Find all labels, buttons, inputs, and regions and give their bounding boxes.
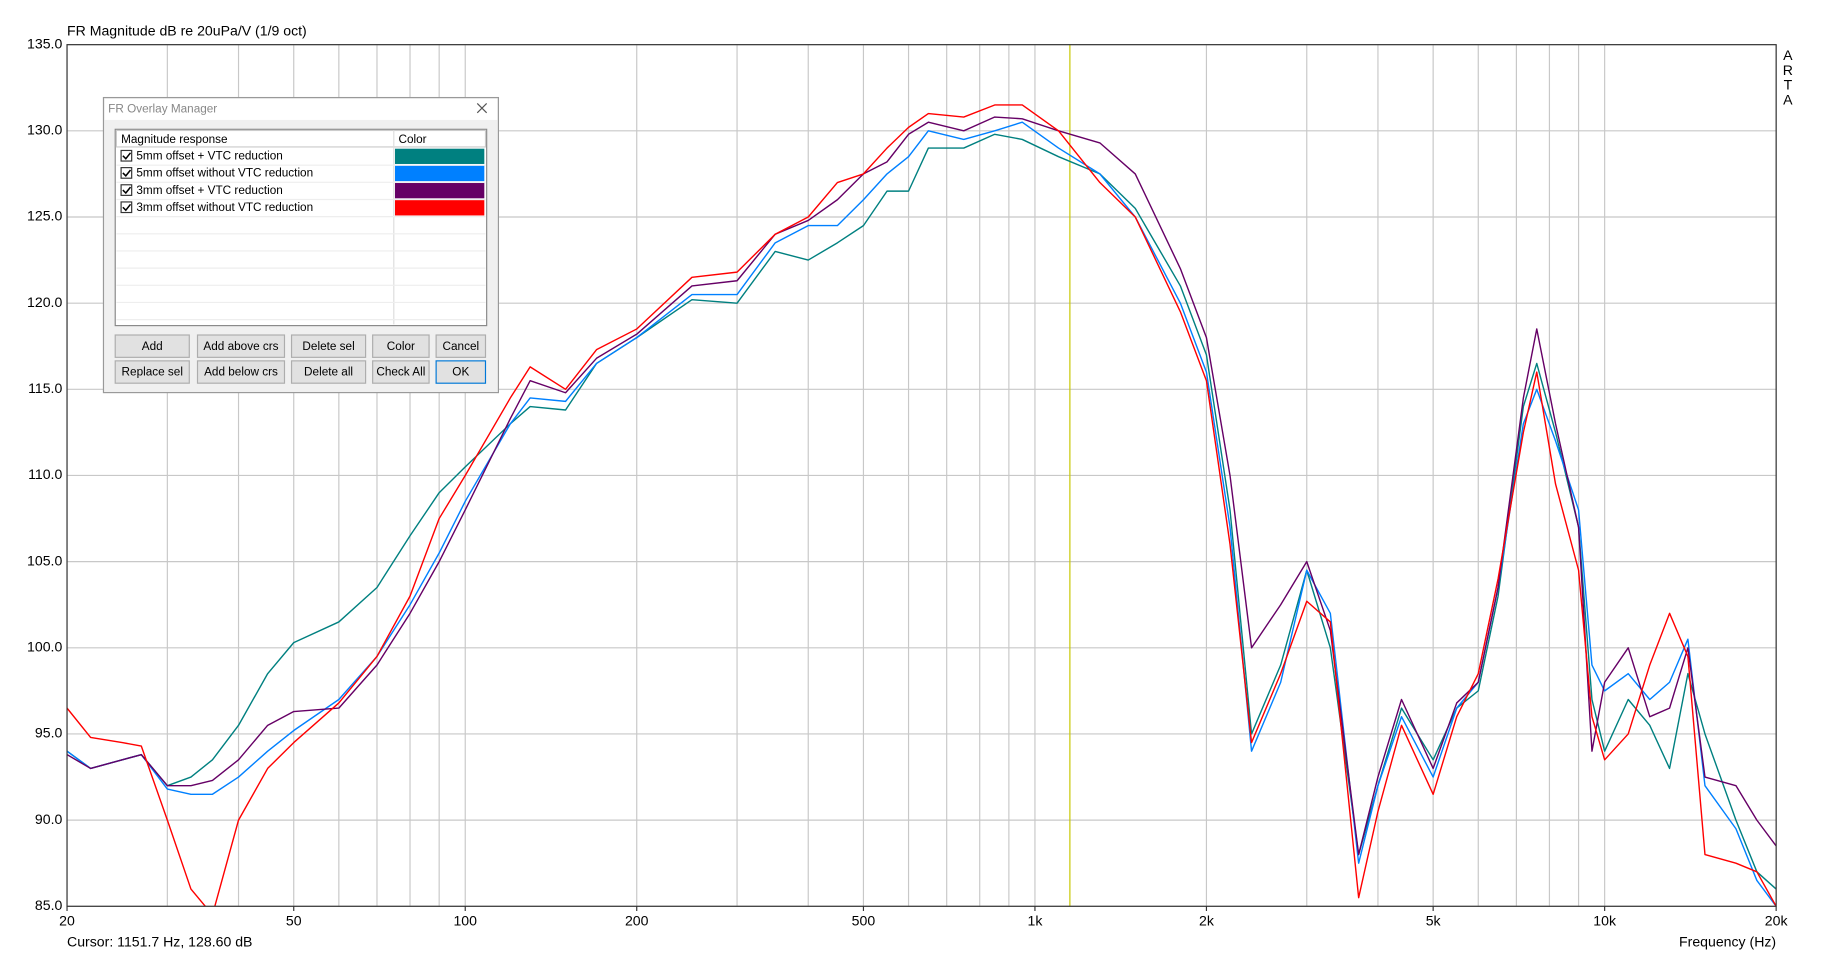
- button-label: Check All: [376, 366, 425, 379]
- checkbox[interactable]: [120, 149, 133, 162]
- button[interactable]: [372, 334, 430, 358]
- button-label: Cancel: [443, 340, 480, 353]
- checkmark: [122, 186, 132, 195]
- checkmark: [122, 152, 132, 160]
- y-tick-label: 110.0: [28, 466, 62, 482]
- y-tick-label: 100.0: [27, 639, 62, 655]
- legend-swatch: [394, 148, 485, 164]
- button-label: Replace sel: [122, 366, 183, 379]
- button-label: Delete sel: [302, 340, 354, 353]
- brand: ARTA: [1780, 47, 1796, 106]
- checkmark: [122, 203, 132, 212]
- y-tick-label: 135.0: [27, 35, 62, 51]
- y-tick-label: 125.0: [27, 208, 62, 224]
- x-tick-label: 5k: [1426, 912, 1442, 928]
- button[interactable]: [435, 334, 487, 358]
- x-tick-label: 100: [453, 912, 477, 928]
- checkmark: [122, 169, 132, 177]
- close-button[interactable]: [476, 103, 488, 114]
- dialog-title: FR Overlay Manager: [108, 102, 217, 115]
- x-tick-label: 50: [286, 912, 302, 928]
- plot-frame: [66, 44, 1777, 907]
- y-tick-label: 130.0: [27, 122, 62, 138]
- legend-swatch: [394, 183, 485, 199]
- x-axis-label: Frequency (Hz): [1679, 933, 1776, 949]
- plot-lines: [67, 104, 1777, 907]
- button-label: Add below crs: [204, 366, 278, 379]
- y-tick-label: 120.0: [27, 294, 62, 310]
- button-label: Color: [387, 340, 415, 353]
- y-tick-label: 95.0: [35, 725, 63, 741]
- y-tick-label: 90.0: [35, 811, 63, 827]
- x-tick-label: 10k: [1593, 912, 1617, 928]
- button[interactable]: [372, 360, 430, 384]
- series-line: [67, 104, 1777, 907]
- button[interactable]: [114, 334, 190, 358]
- series-line: [67, 116, 1777, 856]
- button-label: OK: [452, 366, 469, 379]
- column-header: Magnitude response: [121, 133, 228, 146]
- chart-title: FR Magnitude dB re 20uPa/V (1/9 oct): [67, 22, 307, 38]
- x-tick-label: 500: [852, 912, 876, 928]
- x-tick-label: 1k: [1027, 912, 1043, 928]
- button-label: Delete all: [304, 366, 353, 379]
- checkbox[interactable]: [120, 184, 133, 196]
- legend-label: 5mm offset + VTC reduction: [136, 149, 282, 162]
- x-tick-label: 20k: [1765, 912, 1789, 928]
- cursor-readout: Cursor: 1151.7 Hz, 128.60 dB: [67, 933, 252, 949]
- legend-swatch: [394, 165, 485, 182]
- button-label: Add: [142, 340, 163, 353]
- button[interactable]: [435, 360, 487, 384]
- button-label: Add above crs: [203, 340, 278, 353]
- legend-label: 5mm offset without VTC reduction: [136, 167, 313, 180]
- checkbox[interactable]: [120, 201, 133, 214]
- button[interactable]: [196, 334, 286, 358]
- dialog-titlebar: [104, 98, 498, 120]
- button[interactable]: [114, 360, 190, 384]
- legend-label: 3mm offset + VTC reduction: [136, 184, 282, 197]
- y-tick-label: 115.0: [28, 380, 62, 396]
- x-tick-label: 20: [59, 912, 75, 928]
- checkbox[interactable]: [120, 167, 133, 179]
- x-tick-label: 200: [625, 912, 649, 928]
- y-tick-label: 105.0: [27, 552, 62, 568]
- series-line: [67, 121, 1777, 907]
- legend-swatch: [394, 200, 485, 216]
- x-tick-label: 2k: [1199, 912, 1215, 928]
- button[interactable]: [290, 360, 367, 384]
- dialog: FR Overlay Manager Magnitude response Co…: [102, 96, 500, 394]
- y-tick-label: 85.0: [35, 897, 63, 913]
- button[interactable]: [290, 334, 367, 358]
- button[interactable]: [196, 360, 286, 384]
- legend-label: 3mm offset without VTC reduction: [136, 201, 313, 214]
- column-header: Color: [399, 133, 427, 146]
